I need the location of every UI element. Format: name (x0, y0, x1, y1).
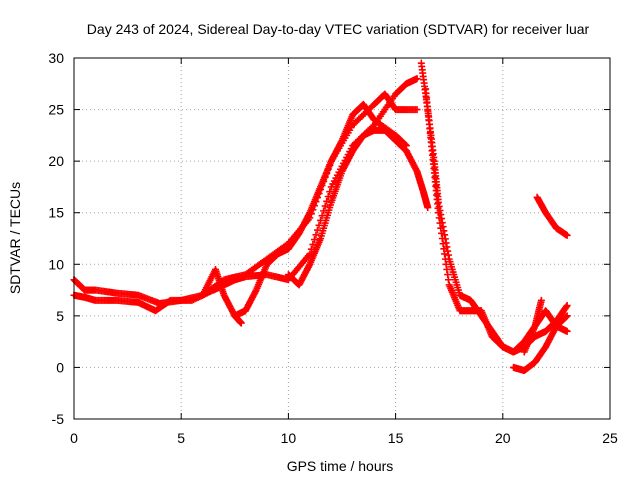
x-tick-label: 10 (281, 430, 297, 446)
y-tick-label: 20 (48, 153, 64, 169)
x-tick-label: 0 (70, 430, 78, 446)
series-track-4 (231, 100, 410, 320)
y-tick-label: 5 (56, 308, 64, 324)
data-point (563, 312, 571, 320)
chart-title: Day 243 of 2024, Sidereal Day-to-day VTE… (87, 21, 590, 37)
data-point (237, 319, 245, 327)
series-track-5 (284, 126, 432, 289)
y-tick-label: 10 (48, 256, 64, 272)
x-tick-label: 20 (495, 430, 511, 446)
data-point (413, 75, 421, 83)
data-points (70, 59, 571, 375)
y-axis-label: SDTVAR / TECUs (7, 182, 23, 294)
data-point (312, 231, 320, 239)
y-tick-label: 15 (48, 205, 64, 221)
y-tick-label: -5 (52, 411, 65, 427)
plot-frame (73, 57, 611, 420)
series-track-9 (520, 296, 545, 356)
series-track-8 (510, 312, 571, 375)
x-tick-label: 5 (177, 430, 185, 446)
series-track-10 (533, 193, 571, 239)
series-track-7 (422, 85, 571, 356)
axis-ticks: 0 5 10 15 20 25 -5 0 5 10 15 20 25 30 (48, 50, 618, 446)
y-tick-label: 30 (48, 50, 64, 66)
data-point (563, 327, 571, 335)
series-track-2 (70, 75, 421, 315)
data-point (563, 302, 571, 310)
x-axis-label: GPS time / hours (287, 458, 394, 474)
data-point (537, 296, 545, 304)
y-tick-label: 0 (56, 359, 64, 375)
data-point (424, 204, 432, 212)
data-point (321, 202, 329, 210)
x-tick-label: 15 (388, 430, 404, 446)
data-point (563, 231, 571, 239)
x-tick-label: 25 (602, 430, 618, 446)
y-tick-label: 25 (48, 102, 64, 118)
data-point (413, 106, 421, 114)
data-point (323, 197, 331, 205)
